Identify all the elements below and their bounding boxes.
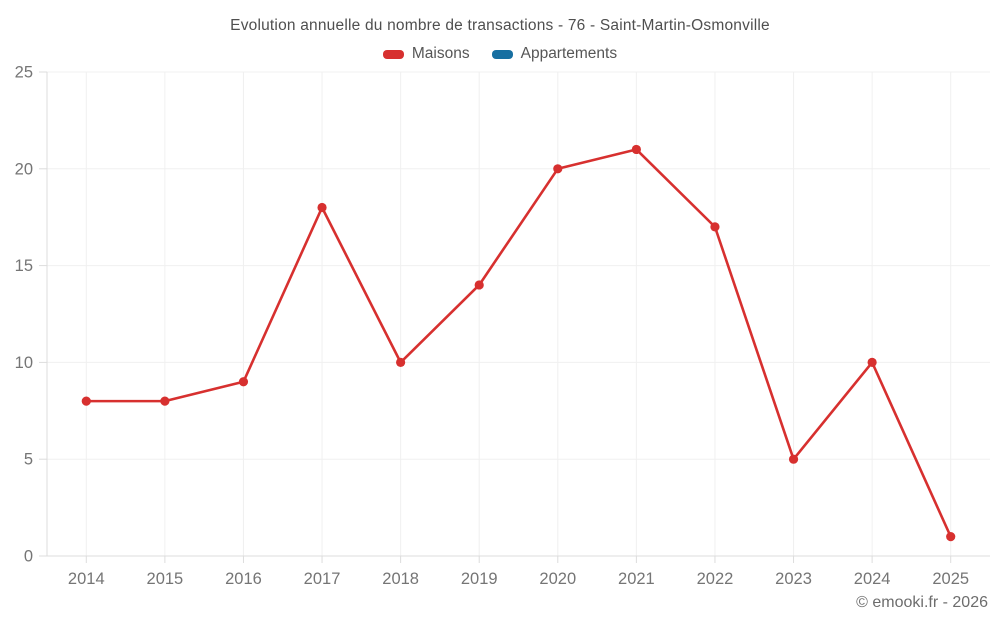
data-point-maisons[interactable] bbox=[81, 396, 91, 406]
data-point-maisons[interactable] bbox=[474, 280, 484, 290]
x-tick-label: 2020 bbox=[539, 570, 576, 588]
chart-legend: Maisons Appartements bbox=[0, 45, 1000, 63]
data-point-maisons[interactable] bbox=[160, 396, 170, 406]
legend-item-label: Maisons bbox=[411, 45, 470, 62]
appartements-series-swatch-icon bbox=[491, 49, 513, 59]
data-point-maisons[interactable] bbox=[710, 222, 720, 232]
data-point-maisons[interactable] bbox=[317, 202, 327, 213]
data-point-maisons[interactable] bbox=[553, 164, 563, 174]
x-tick-label: 2016 bbox=[225, 570, 262, 588]
y-tick-label: 10 bbox=[15, 354, 33, 372]
x-tick-label: 2021 bbox=[618, 570, 655, 588]
x-tick-label: 2024 bbox=[854, 570, 891, 588]
footer-credit: © emooki.fr - 2026 bbox=[856, 594, 988, 611]
chart-title: Evolution annuelle du nombre de transact… bbox=[230, 17, 770, 34]
data-point-maisons[interactable] bbox=[946, 532, 956, 542]
y-tick-label: 25 bbox=[15, 64, 33, 82]
x-tick-label: 2014 bbox=[68, 570, 105, 588]
y-tick-label: 20 bbox=[15, 160, 33, 178]
legend-item-label: Appartements bbox=[520, 45, 618, 62]
x-tick-label: 2019 bbox=[461, 570, 498, 588]
y-tick-label: 0 bbox=[24, 548, 33, 566]
data-point-maisons[interactable] bbox=[631, 144, 641, 155]
legend-item-maisons[interactable]: Maisons bbox=[382, 45, 470, 63]
x-tick-label: 2018 bbox=[382, 570, 419, 588]
data-point-maisons[interactable] bbox=[396, 357, 406, 367]
x-tick-label: 2015 bbox=[147, 570, 184, 588]
x-tick-label: 2017 bbox=[304, 570, 341, 588]
data-point-maisons[interactable] bbox=[788, 454, 799, 464]
data-point-maisons[interactable] bbox=[867, 357, 877, 367]
y-tick-label: 5 bbox=[24, 451, 33, 469]
y-tick-label: 15 bbox=[15, 257, 33, 275]
maisons-series-swatch-icon bbox=[382, 49, 404, 59]
series-line-maisons bbox=[84, 148, 953, 538]
data-point-maisons[interactable] bbox=[238, 377, 249, 387]
x-tick-label: 2022 bbox=[697, 570, 734, 588]
x-tick-label: 2023 bbox=[775, 570, 812, 588]
x-tick-label: 2025 bbox=[932, 570, 969, 588]
legend-item-appartements[interactable]: Appartements bbox=[491, 45, 618, 63]
